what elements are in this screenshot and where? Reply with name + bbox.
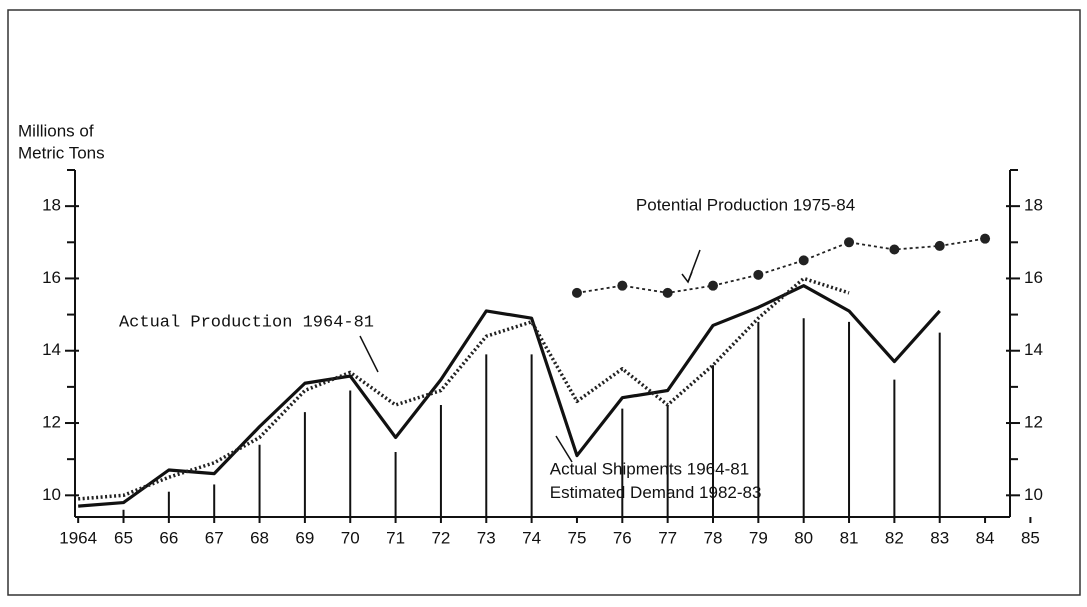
annotation: Actual Shipments 1964-81 [550, 459, 749, 478]
series-marker [753, 269, 764, 280]
series-marker [980, 233, 991, 244]
y-tick-label-right: 14 [1024, 340, 1043, 359]
x-tick-label: 82 [885, 528, 904, 547]
arrow-head [681, 271, 693, 284]
x-tick-label: 79 [749, 528, 768, 547]
y-tick-label: 14 [42, 340, 61, 359]
y-tick-label-right: 16 [1024, 268, 1043, 287]
annotation: Estimated Demand 1982-83 [550, 483, 762, 502]
x-tick-label: 85 [1021, 528, 1040, 547]
series-marker [707, 280, 718, 291]
x-tick-label: 74 [522, 528, 541, 547]
series-marker [844, 237, 855, 248]
x-tick-label: 84 [976, 528, 995, 547]
x-tick-label: 72 [431, 528, 450, 547]
x-tick-label: 69 [295, 528, 314, 547]
y-tick-label: 16 [42, 268, 61, 287]
y-tick-label: 10 [42, 485, 61, 504]
x-tick-label: 1964 [59, 528, 97, 547]
series-marker [889, 244, 900, 255]
series-marker [662, 287, 673, 298]
x-tick-label: 68 [250, 528, 269, 547]
series-marker [798, 255, 809, 266]
arrow [359, 335, 379, 373]
x-tick-label: 81 [840, 528, 859, 547]
x-tick-label: 75 [568, 528, 587, 547]
x-tick-label: 65 [114, 528, 133, 547]
y-tick-label: 12 [42, 413, 61, 432]
y-tick-label-right: 10 [1024, 485, 1043, 504]
series-line [576, 237, 986, 294]
series-line [78, 276, 850, 501]
series-line [78, 284, 941, 508]
y-tick-label-right: 18 [1024, 196, 1043, 215]
x-tick-label: 70 [341, 528, 360, 547]
x-tick-label: 78 [704, 528, 723, 547]
annotation: Actual Production 1964-81 [119, 313, 374, 332]
series-marker [571, 287, 582, 298]
y-axis-label: Millions of [18, 121, 94, 140]
x-tick-label: 83 [930, 528, 949, 547]
x-tick-label: 76 [613, 528, 632, 547]
series-marker [934, 240, 945, 251]
x-tick-label: 67 [205, 528, 224, 547]
x-tick-label: 73 [477, 528, 496, 547]
annotation: Potential Production 1975-84 [636, 196, 855, 215]
frame [7, 9, 1081, 596]
y-tick-label: 18 [42, 196, 61, 215]
series-marker [617, 280, 628, 291]
x-tick-label: 80 [794, 528, 813, 547]
x-tick-label: 77 [658, 528, 677, 547]
x-tick-label: 71 [386, 528, 405, 547]
y-tick-label-right: 12 [1024, 413, 1043, 432]
y-axis-label: Metric Tons [18, 143, 105, 162]
arrow [555, 435, 573, 463]
x-tick-label: 66 [159, 528, 178, 547]
